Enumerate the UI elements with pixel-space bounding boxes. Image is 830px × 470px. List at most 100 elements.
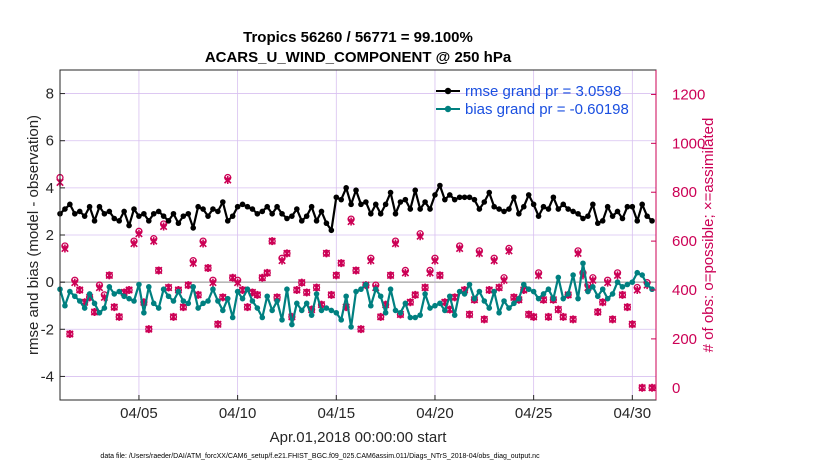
rmse-point-66: [382, 201, 389, 208]
rmse-point-57: [338, 196, 345, 203]
rmse-point-18: [146, 218, 152, 224]
bias-point-78: [442, 307, 448, 314]
legend-rmse-label: rmse grand pr = 3.0598: [465, 83, 621, 100]
rmse-point-109: [594, 220, 601, 227]
bias-point-8: [96, 309, 103, 316]
rmse-point-9: [101, 210, 108, 217]
obs_assimilated-marker-12: [115, 312, 123, 321]
rmse-point-17: [141, 210, 147, 217]
rmse-point-95: [525, 192, 532, 198]
bias-point-36: [234, 288, 241, 295]
obs_assimilated-marker-27: [189, 259, 197, 268]
bias-point-112: [609, 291, 616, 297]
y2-tick-label-5: 1000: [672, 135, 705, 152]
bias-point-106: [580, 260, 586, 267]
x-tick-label-1: 04/10: [219, 405, 257, 422]
rmse-point-88: [491, 203, 497, 210]
rmse-point-34: [224, 218, 231, 224]
obs_assimilated-marker-10: [105, 271, 114, 280]
bias-point-46: [284, 286, 290, 293]
rmse-point-79: [446, 192, 453, 198]
obs_assimilated-marker-4: [75, 286, 84, 294]
rmse-point-31: [210, 206, 216, 212]
bias-point-41: [259, 314, 266, 321]
rmse-point-6: [86, 203, 93, 210]
rmse-point-72: [412, 187, 419, 194]
rmse-point-7: [91, 218, 98, 224]
rmse-point-63: [368, 210, 374, 217]
bias-point-105: [575, 295, 581, 302]
bias-point-63: [368, 302, 374, 309]
x-tick-label-5: 04/30: [614, 405, 652, 422]
bias-point-57: [338, 317, 345, 323]
obs_assimilated-marker-59: [347, 217, 355, 226]
rmse-point-81: [456, 194, 463, 201]
bias-point-23: [170, 298, 177, 304]
rmse-point-48: [294, 206, 300, 212]
rmse-point-59: [348, 201, 354, 208]
obs_assimilated-marker-42: [263, 268, 271, 277]
y-tick-label-5: 6: [46, 133, 54, 150]
bias-point-6: [86, 291, 93, 297]
bias-point-85: [476, 288, 483, 295]
bias-point-13: [121, 293, 127, 300]
bias-point-31: [210, 286, 216, 293]
bias-point-1: [62, 302, 68, 309]
bias-point-120: [649, 286, 655, 293]
obs_assimilated-marker-34: [223, 176, 232, 184]
obs_assimilated-marker-57: [337, 259, 345, 268]
bias-point-50: [303, 300, 310, 307]
rmse-point-29: [200, 206, 206, 212]
rmse-point-39: [249, 206, 256, 212]
obs_assimilated-marker-104: [569, 315, 577, 324]
bias-point-80: [451, 312, 458, 318]
obs_assimilated-marker-11: [110, 303, 119, 312]
rmse-point-82: [461, 194, 468, 201]
legend-bias-label: bias grand pr = -0.60198: [465, 101, 629, 118]
rmse-point-43: [269, 210, 275, 217]
bias-point-75: [427, 305, 433, 311]
obs_assimilated-marker-26: [184, 281, 193, 290]
rmse-point-77: [437, 182, 443, 189]
rmse-point-56: [333, 194, 340, 201]
obs_assimilated-marker-74: [421, 283, 429, 292]
y-axis-ticks: -4 -2 0 2 4 6 8: [41, 86, 65, 385]
obs_assimilated-marker-40: [253, 290, 262, 299]
bias-point-79: [446, 293, 453, 300]
bias-point-43: [269, 307, 275, 314]
obs_assimilated-marker-85: [475, 249, 484, 258]
obs_assimilated-marker-95: [524, 310, 533, 319]
legend-bias-marker: [444, 105, 452, 113]
chart-title: Tropics 56260 / 56771 = 99.100%: [243, 29, 473, 46]
bias-point-42: [264, 293, 271, 300]
rmse-point-86: [481, 199, 488, 205]
obs_assimilated-marker-87: [485, 286, 494, 294]
obs_assimilated-marker-97: [534, 271, 543, 280]
bias-point-7: [91, 300, 98, 307]
bias-point-26: [185, 300, 192, 307]
rmse-point-101: [555, 206, 562, 212]
bias-point-22: [165, 293, 172, 300]
rmse-point-11: [111, 215, 118, 222]
bias-point-103: [565, 291, 571, 297]
x-tick-label-0: 04/05: [120, 405, 158, 422]
bias-point-117: [634, 269, 641, 276]
rmse-point-49: [298, 218, 305, 224]
y2-axis-ticks: 0 200 400 600 800 1000 1200: [651, 70, 705, 400]
rmse-point-3: [72, 210, 78, 217]
rmse-point-42: [264, 203, 271, 210]
bias-point-2: [67, 288, 73, 295]
rmse-point-110: [599, 218, 606, 224]
rmse-point-67: [387, 189, 394, 196]
rmse-point-22: [165, 218, 172, 224]
bias-point-113: [614, 279, 621, 285]
obs-count-markers: [56, 173, 656, 392]
y2-axis-label: # of obs: o=possible; ×=assimilated: [700, 118, 717, 353]
bias-point-48: [294, 300, 300, 307]
rmse-point-15: [131, 206, 137, 212]
obs_assimilated-marker-101: [554, 305, 563, 314]
rmse-point-75: [427, 206, 433, 212]
bias-point-29: [200, 300, 206, 307]
bias-point-114: [619, 284, 626, 290]
bias-point-49: [298, 307, 305, 314]
